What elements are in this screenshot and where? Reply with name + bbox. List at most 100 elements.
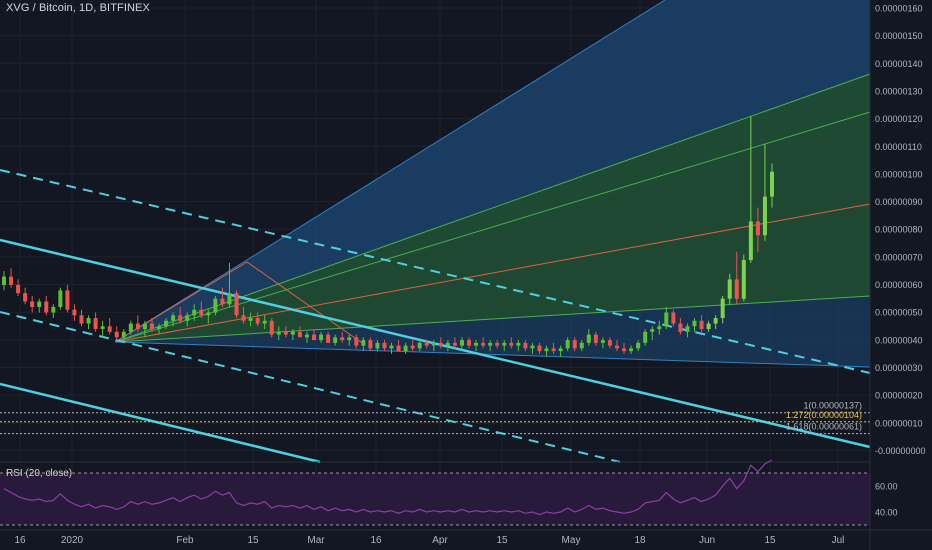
candle-body — [431, 342, 436, 346]
fib-level-label: 1.272(0.00000104) — [786, 410, 862, 420]
candle-body — [347, 337, 352, 341]
candle-body — [142, 323, 147, 330]
x-tick-label: 16 — [14, 535, 26, 546]
candle-body — [312, 334, 317, 341]
candle-body — [9, 276, 14, 285]
candle-body — [593, 334, 598, 343]
y-tick-label: 0.00000040 — [875, 335, 923, 345]
candle-body — [614, 345, 619, 349]
candle-body — [58, 290, 63, 307]
candle-body — [523, 342, 528, 349]
fib-level-label: 1.618(0.00000061) — [786, 422, 862, 432]
candle-body — [727, 279, 732, 299]
candle-body — [502, 342, 507, 346]
y-tick-label: 0.00000030 — [875, 363, 923, 373]
candle-body — [255, 318, 260, 324]
y-tick-label: 0.00000140 — [875, 59, 923, 69]
candle-body — [262, 320, 267, 324]
candle-body — [333, 337, 338, 343]
fan-line-green-mid — [114, 111, 871, 343]
candle-body — [354, 337, 359, 346]
candle-body — [135, 323, 140, 330]
candle-body — [16, 284, 21, 294]
candle-body — [685, 326, 690, 332]
candle-body — [319, 334, 324, 341]
candle-body — [297, 331, 302, 338]
candle-body — [699, 320, 704, 330]
candle-body — [283, 331, 288, 335]
candle-body — [248, 318, 253, 321]
candle-body — [706, 323, 711, 330]
candle-body — [565, 340, 570, 349]
candle-body — [206, 312, 211, 316]
price-axis-bg — [870, 0, 932, 550]
rsi-tick-label: 40.00 — [875, 508, 898, 518]
candle-body — [276, 331, 281, 335]
candle-body — [607, 340, 612, 346]
x-tick-label: 16 — [370, 535, 382, 546]
candle-body — [537, 345, 542, 352]
candle-body — [720, 298, 725, 319]
candles — [2, 116, 774, 357]
x-tick-label: Apr — [432, 535, 448, 546]
y-tick-label: 0.00000080 — [875, 225, 923, 235]
y-tick-label: 0.00000010 — [875, 418, 923, 428]
candle-body — [2, 276, 6, 285]
x-tick-label: Mar — [307, 535, 325, 546]
fan-line-green-low — [114, 295, 871, 343]
candle-body — [755, 221, 760, 236]
candle-body — [410, 345, 415, 349]
candle-body — [459, 340, 464, 346]
y-tick-label: 0.00000090 — [875, 197, 923, 207]
candle-body — [30, 301, 35, 307]
candle-body — [23, 293, 28, 302]
candle-body — [37, 301, 42, 307]
y-tick-label: 0.00000160 — [875, 4, 923, 14]
x-tick-label: 15 — [247, 535, 259, 546]
candle-body — [326, 334, 331, 343]
x-tick-label: Jun — [699, 535, 715, 546]
y-tick-label: 0.00000100 — [875, 169, 923, 179]
candle-body — [643, 331, 648, 343]
candle-body — [269, 320, 274, 335]
candle-body — [481, 342, 486, 346]
candle-body — [452, 342, 457, 346]
x-tick-label: 15 — [764, 535, 776, 546]
candle-body — [664, 312, 669, 327]
candle-body — [467, 340, 472, 346]
fan-line-top — [114, 0, 666, 343]
candle-body — [509, 342, 514, 346]
candle-body — [516, 342, 521, 346]
y-tick-label: 0.00000110 — [875, 142, 922, 152]
candle-body — [51, 306, 56, 313]
candle-body — [178, 315, 183, 321]
candle-body — [650, 329, 655, 332]
candle-body — [234, 293, 239, 316]
candle-body — [622, 348, 627, 352]
trend-line-lower — [0, 382, 321, 464]
candle-body — [692, 320, 697, 327]
candle-body — [65, 290, 70, 310]
x-tick-label: 15 — [496, 535, 508, 546]
candle-body — [438, 342, 443, 346]
candle-body — [185, 315, 190, 321]
candle-body — [748, 221, 753, 261]
candle-body — [713, 318, 718, 324]
candle-body — [128, 323, 133, 332]
candle-body — [445, 342, 450, 346]
x-tick-label: May — [562, 535, 581, 546]
candle-body — [72, 309, 77, 316]
candle-body — [734, 279, 739, 299]
candle-body — [220, 298, 225, 305]
candle-body — [241, 315, 246, 321]
candle-body — [93, 318, 98, 330]
y-tick-label: 0.00000020 — [875, 391, 923, 401]
y-tick-label: 0.00000070 — [875, 252, 923, 262]
trend-dashed-lower — [0, 311, 621, 463]
fib-fan-blue-zone — [115, 0, 870, 342]
candle-body — [396, 345, 401, 352]
candle-body — [530, 345, 535, 349]
candle-body — [629, 348, 634, 352]
